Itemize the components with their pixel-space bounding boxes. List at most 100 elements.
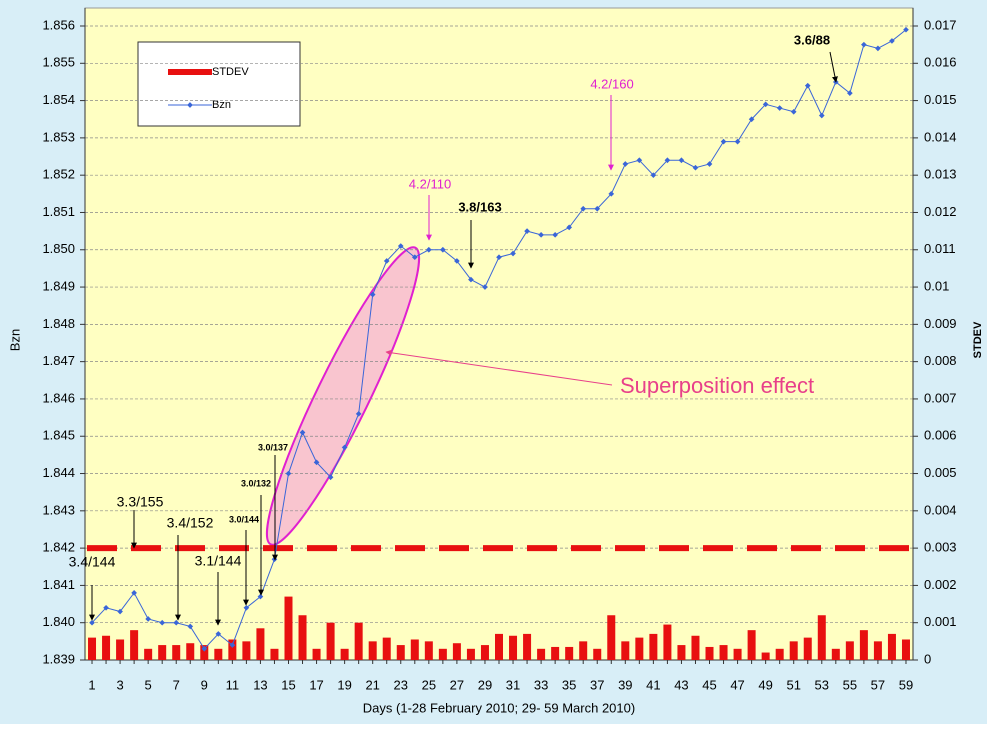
bar	[298, 615, 307, 660]
bar	[523, 633, 532, 660]
y-tick-label: 1.845	[42, 428, 75, 443]
bar	[228, 639, 237, 660]
annotation: 3.0/144	[229, 514, 259, 524]
bar	[677, 645, 686, 660]
bar	[326, 622, 335, 660]
y-tick-label: 1.850	[42, 241, 75, 256]
bar	[845, 641, 854, 660]
marker	[692, 164, 699, 171]
annotation: 3.4/144	[69, 554, 116, 570]
bar	[901, 639, 910, 660]
bar	[172, 645, 181, 660]
bar	[158, 645, 167, 660]
bar	[452, 643, 461, 660]
bar	[733, 648, 742, 660]
bar	[368, 641, 377, 660]
bar	[270, 648, 279, 660]
annotation: 3.0/137	[258, 442, 288, 452]
x-tick-label: 31	[506, 677, 520, 692]
marker	[804, 82, 811, 89]
y2-tick-label: 0.003	[924, 540, 957, 555]
marker	[482, 284, 488, 290]
y-tick-label: 1.847	[42, 353, 75, 368]
bar	[607, 615, 616, 660]
bar	[789, 641, 798, 660]
x-tick-label: 9	[201, 677, 208, 692]
marker	[706, 161, 713, 167]
x-tick-label: 41	[646, 677, 660, 692]
marker	[285, 470, 292, 477]
marker	[510, 250, 516, 257]
x-tick-label: 37	[590, 677, 604, 692]
x-tick-label: 29	[478, 677, 492, 692]
x-tick-label: 17	[309, 677, 323, 692]
x-tick-label: 53	[815, 677, 829, 692]
bar	[817, 615, 826, 660]
bar	[88, 637, 97, 660]
bar	[495, 633, 503, 660]
legend-box	[137, 41, 301, 127]
bar	[747, 630, 756, 660]
marker	[538, 232, 544, 238]
y2-axis-title: STDEV	[972, 321, 984, 358]
bar	[705, 646, 714, 660]
y2-tick-label: 0.006	[924, 428, 957, 443]
annotation: 3.0/132	[241, 478, 271, 488]
y-tick-label: 1.843	[42, 502, 75, 517]
y2-tick-label: 0	[924, 651, 931, 666]
x-tick-label: 51	[786, 677, 800, 692]
bar	[551, 646, 560, 660]
x-tick-label: 3	[116, 677, 123, 692]
bar	[382, 637, 391, 660]
marker	[341, 444, 348, 451]
annotation: 3.4/152	[167, 515, 214, 531]
marker	[243, 604, 250, 611]
x-tick-label: 39	[618, 677, 632, 692]
bar	[466, 648, 475, 660]
marker	[734, 138, 741, 145]
marker	[327, 474, 334, 481]
y-tick-label: 1.844	[42, 465, 75, 480]
bar	[831, 648, 840, 660]
x-tick-label: 43	[674, 677, 688, 692]
marker	[903, 26, 909, 33]
bar	[396, 645, 405, 660]
bar	[256, 628, 265, 660]
y2-tick-label: 0.008	[924, 353, 957, 368]
bar	[775, 648, 784, 660]
y2-tick-label: 0.011	[924, 241, 956, 256]
marker	[720, 138, 727, 145]
bar	[859, 630, 868, 660]
annotation: 3.3/155	[117, 494, 164, 510]
bar	[480, 645, 489, 660]
bar	[284, 596, 293, 660]
marker	[131, 590, 137, 596]
y2-tick-label: 0.015	[924, 92, 957, 107]
marker	[468, 276, 474, 283]
y-tick-label: 1.851	[42, 204, 75, 219]
y2-tick-label: 0.014	[924, 129, 957, 144]
bar	[593, 648, 602, 660]
y-tick-label: 1.840	[42, 614, 75, 629]
annotation-arrow	[829, 51, 838, 83]
marker	[355, 411, 362, 417]
marker	[861, 41, 867, 48]
y-tick-label: 1.854	[42, 92, 75, 107]
x-tick-label: 25	[422, 677, 436, 692]
marker	[678, 157, 685, 164]
annotation: 3.1/144	[195, 553, 242, 569]
marker	[145, 616, 151, 622]
x-tick-label: 35	[562, 677, 576, 692]
superposition-ellipse	[265, 246, 421, 546]
bar	[242, 641, 251, 660]
marker	[117, 608, 123, 615]
marker	[299, 429, 306, 436]
marker	[187, 623, 194, 630]
y2-tick-label: 0.01	[924, 278, 949, 293]
marker	[103, 604, 109, 611]
y2-tick-label: 0.016	[924, 55, 957, 70]
bar	[144, 648, 153, 660]
marker	[650, 172, 657, 179]
x-axis-title: Days (1-28 February 2010; 29- 59 March 2…	[363, 700, 635, 715]
